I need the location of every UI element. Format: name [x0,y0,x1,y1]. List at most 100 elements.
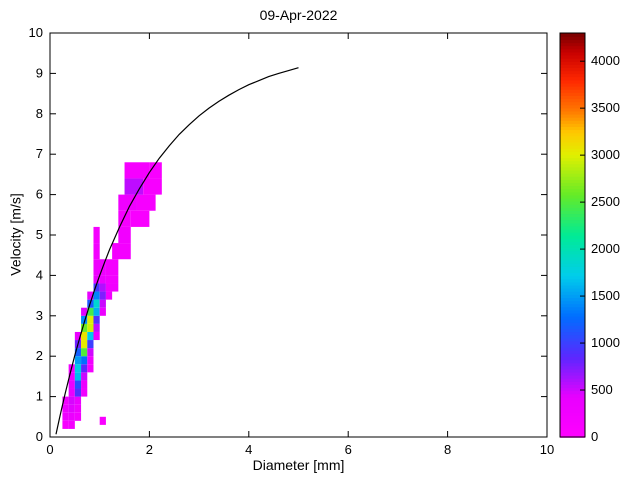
colorbar-gradient-step [560,172,585,177]
colorbar-gradient-step [560,353,585,357]
heatmap-cell [62,404,69,413]
colorbar-gradient-step [560,57,585,62]
colorbar-gradient-step [560,334,585,339]
colorbar-gradient-step [560,300,585,305]
heatmap-cell [62,396,69,405]
heatmap-cell [68,420,75,429]
colorbar-tick-label: 2000 [591,241,620,256]
colorbar-gradient-step [560,315,585,320]
colorbar-gradient-step [560,203,585,208]
colorbar-gradient-step [560,365,585,370]
colorbar-gradient-step [560,98,585,103]
colorbar-gradient-step [560,104,585,109]
colorbar-gradient-step [560,433,585,438]
heatmap-cell [74,380,82,389]
colorbar-gradient-step [560,309,585,314]
colorbar-gradient-step [560,228,585,233]
x-tick-label: 10 [540,442,554,457]
heatmap-cell [99,307,106,316]
colorbar-gradient-step [560,179,585,183]
colorbar-gradient-step [560,64,585,68]
heatmap-cell [105,291,113,300]
colorbar-gradient-step [560,427,585,432]
colorbar-gradient-step [560,51,585,56]
colorbar-gradient-step [560,67,585,72]
colorbar-gradient-step [560,182,585,187]
colorbar-gradient-step [560,250,585,255]
colorbar-gradient-step [560,331,585,336]
heatmap-cell [68,404,75,413]
colorbar-gradient-step [560,210,585,215]
heatmap-cell [74,404,82,413]
colorbar-gradient-step [560,356,585,361]
colorbar-gradient-step [560,359,585,364]
colorbar-gradient-step [560,343,585,348]
heatmap-cell [87,348,94,357]
colorbar-gradient-step [560,318,585,323]
colorbar-gradient-step [560,225,585,230]
heatmap-cell [68,396,75,405]
heatmap-cell [62,412,69,421]
colorbar-gradient-step [560,39,585,44]
colorbar-gradient-step [560,88,585,93]
colorbar-tick-label: 3000 [591,147,620,162]
colorbar-gradient-step [560,163,585,168]
heatmap-cell [62,420,69,429]
colorbar-gradient-step [560,244,585,249]
heatmap-cell [99,275,106,284]
colorbar-gradient-step [560,349,585,354]
colorbar-gradient-step [560,144,585,149]
heatmap-cell [93,323,100,332]
colorbar-gradient-step [560,79,585,84]
colorbar-gradient-step [560,269,585,274]
heatmap-cell [74,396,82,405]
x-tick-label: 4 [245,442,252,457]
heatmap-cell [87,291,94,300]
heatmap-cell [81,364,88,373]
colorbar-gradient-step [560,76,585,81]
colorbar-gradient-step [560,253,585,258]
colorbar-gradient-step [560,194,585,199]
colorbar-gradient-step [560,126,585,131]
heatmap-cell [74,372,82,381]
colorbar-gradient-step [560,157,585,162]
heatmap-cell [99,416,106,425]
colorbar-gradient-step [560,402,585,407]
colorbar-gradient-step [560,175,585,180]
colorbar-gradient-step [560,275,585,280]
heatmap-cell [74,356,82,365]
colorbar-gradient-step [560,381,585,385]
colorbar-gradient-step [560,166,585,171]
y-tick-label: 5 [36,227,43,242]
heatmap-cell [81,331,88,341]
heatmap-cell [68,412,75,421]
colorbar-gradient-step [560,169,585,174]
colorbar-gradient-step [560,272,585,277]
heatmap-cell [74,348,82,357]
colorbar-tick-label: 0 [591,429,598,444]
heatmap-cell [74,364,82,373]
colorbar-gradient-step [560,390,585,395]
heatmap-cell [74,388,82,397]
colorbar-gradient-step [560,287,585,292]
colorbar-gradient-step [560,377,585,382]
heatmap-cell [136,194,156,211]
colorbar-gradient-step [560,197,585,202]
colorbar-gradient-step [560,259,585,264]
heatmap-cell [87,340,94,349]
colorbar-gradient-step [560,421,585,426]
heatmap-cell [81,348,88,357]
y-tick-label: 3 [36,308,43,323]
colorbar-gradient-step [560,113,585,118]
heatmap-cell [68,388,75,397]
colorbar-gradient-step [560,33,585,37]
colorbar-gradient-step [560,418,585,423]
colorbar-gradient-step [560,191,585,196]
colorbar-tick-label: 2500 [591,194,620,209]
heatmap-cell [143,178,162,195]
colorbar-gradient-step [560,147,585,152]
colorbar-gradient-step [560,95,585,100]
colorbar-tick-label: 1000 [591,335,620,350]
